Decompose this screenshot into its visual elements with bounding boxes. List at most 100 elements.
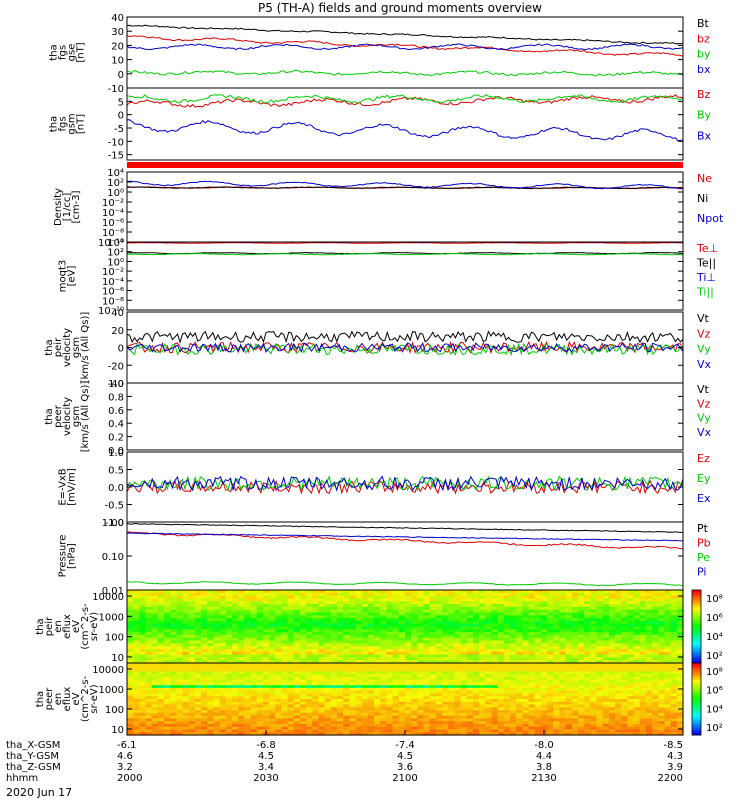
spectrogram-cell xyxy=(602,676,610,681)
spectrogram-cell xyxy=(300,618,307,622)
spectrogram-cell xyxy=(633,609,641,614)
spectrogram-cell xyxy=(454,634,462,639)
spectrogram-cell xyxy=(639,590,647,594)
spectrogram-cell xyxy=(454,687,462,692)
spectrogram-cell xyxy=(429,606,437,611)
spectrogram-cell xyxy=(275,649,283,653)
spectrogram-cell xyxy=(676,609,684,614)
spectrogram-cell xyxy=(293,618,301,622)
spectrogram-cell xyxy=(386,693,394,697)
spectrogram-cell xyxy=(528,660,536,664)
spectrogram-cell xyxy=(195,634,202,639)
spectrogram-cell xyxy=(658,682,666,686)
spectrogram-cell xyxy=(423,626,431,630)
spectrogram-cell xyxy=(293,704,301,708)
spectrogram-cell xyxy=(343,609,350,614)
spectrogram-cell xyxy=(213,632,221,636)
spectrogram-cell xyxy=(306,682,313,686)
spectrogram-cell xyxy=(287,715,295,719)
spectrogram-cell xyxy=(540,704,548,708)
spectrogram-cell xyxy=(460,590,468,594)
y-label-line: E=-VxB xyxy=(58,468,69,505)
spectrogram-cell xyxy=(374,679,381,683)
spectrogram-cell xyxy=(127,699,134,703)
spectrogram-cell xyxy=(559,704,567,708)
spectrogram-cell xyxy=(386,626,394,630)
spectrogram-cell xyxy=(460,729,468,733)
spectrogram-cell xyxy=(411,732,418,736)
spectrogram-cell xyxy=(386,699,394,703)
spectrogram-cell xyxy=(201,682,208,686)
series-group-5 xyxy=(126,330,684,357)
spectrogram-cell xyxy=(633,637,641,642)
spectrogram-cell xyxy=(608,704,616,708)
y-tick-label: 10⁻⁶ xyxy=(102,287,124,298)
spectrogram-cell xyxy=(195,643,202,647)
spectrogram-cell xyxy=(442,682,449,686)
spectrogram-cell xyxy=(337,668,344,672)
spectrogram-cell xyxy=(250,634,258,639)
spectrogram-cell xyxy=(244,674,252,678)
spectrogram-cell xyxy=(225,699,233,703)
spectrogram-cell xyxy=(547,657,554,661)
spectrogram-cell xyxy=(553,723,561,728)
spectrogram-cell xyxy=(584,637,591,642)
spectrogram-cell xyxy=(256,699,264,703)
spectrogram-cell xyxy=(528,626,536,630)
spectrogram-cell xyxy=(522,592,530,597)
spectrogram-cell xyxy=(596,612,604,616)
spectrogram-cell xyxy=(256,646,264,650)
spectrogram-cell xyxy=(281,674,289,678)
spectrogram-cell xyxy=(652,729,659,733)
spectrogram-cell xyxy=(645,729,653,733)
spectrogram-cell xyxy=(312,634,320,639)
spectrogram-cell xyxy=(639,704,647,708)
spectrogram-cell xyxy=(621,623,628,628)
spectrogram-cell xyxy=(429,723,437,728)
spectrogram-cell xyxy=(300,598,307,602)
spectrogram-cell xyxy=(318,712,326,717)
y-tick-label: 10² xyxy=(107,248,124,259)
spectrogram-cell xyxy=(565,623,573,628)
y-label-line: [km/s (All Qs)] xyxy=(80,312,91,384)
spectrogram-cell xyxy=(262,674,270,678)
spectrogram-cell xyxy=(633,726,641,731)
spectrogram-cell xyxy=(547,663,554,667)
spectrogram-cell xyxy=(615,679,622,683)
spectrogram-cell xyxy=(380,685,388,689)
spectrogram-cell xyxy=(213,629,221,633)
spectrogram-cell xyxy=(355,606,363,611)
spectrogram-cell xyxy=(287,663,295,667)
spectrogram-cell xyxy=(269,718,276,722)
spectrogram-cell xyxy=(590,665,598,670)
spectrogram-cell xyxy=(596,590,604,594)
spectrogram-cell xyxy=(343,701,350,706)
spectrogram-cell xyxy=(522,732,530,736)
spectrogram-cell xyxy=(293,687,301,692)
spectrogram-cell xyxy=(367,668,375,672)
spectrogram-cell xyxy=(435,671,443,675)
spectrogram-cell xyxy=(293,612,301,616)
spectrogram-cell xyxy=(621,634,628,639)
spectrogram-cell xyxy=(627,707,635,711)
spectrogram-cell xyxy=(318,601,326,605)
spectrogram-cell xyxy=(133,592,140,597)
spectrogram-cell xyxy=(367,729,375,733)
spectrogram-cell xyxy=(337,732,344,736)
spectrogram-cell xyxy=(164,595,171,599)
spectrogram-cell xyxy=(164,592,171,597)
spectrogram-cell xyxy=(429,660,437,664)
spectrogram-cell xyxy=(553,712,561,717)
spectrogram-cell xyxy=(188,696,196,700)
spectrogram-cell xyxy=(170,612,177,616)
spectrogram-cell xyxy=(479,649,486,653)
spectrogram-cell xyxy=(639,601,647,605)
spectrogram-cell xyxy=(287,682,295,686)
spectrogram-cell xyxy=(522,699,530,703)
spectrogram-cell xyxy=(411,637,418,642)
spectrogram-cell xyxy=(417,609,425,614)
spectrogram-cell xyxy=(534,699,542,703)
spectrogram-cell xyxy=(398,632,406,636)
spectrogram-cell xyxy=(429,729,437,733)
